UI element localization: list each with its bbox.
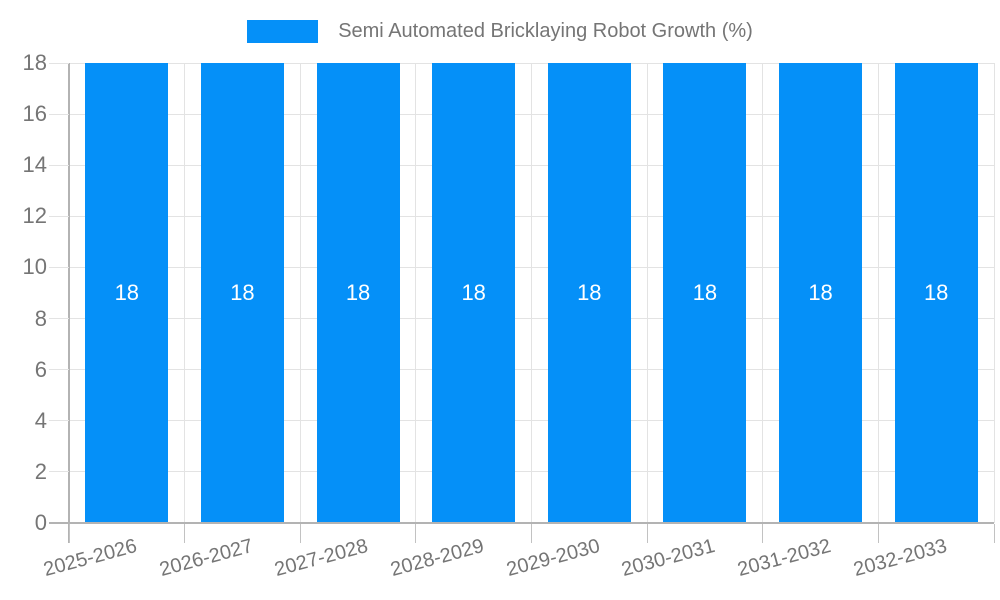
x-tick-mark [531, 524, 532, 543]
x-tick-mark [993, 524, 995, 543]
bar-2029-2030[interactable]: 18 [547, 63, 631, 523]
bar-2028-2029[interactable]: 18 [432, 63, 516, 523]
x-tick-mark [68, 524, 70, 543]
bar-value-label: 18 [461, 280, 486, 305]
grid-line-vertical [184, 63, 186, 523]
grid-line-vertical [762, 63, 764, 523]
y-tick-mark [49, 266, 69, 268]
y-tick-mark [49, 369, 69, 371]
y-tick-mark [49, 164, 69, 166]
bar-value-label: 18 [808, 280, 833, 305]
y-axis-tick-label: 0 [34, 510, 47, 535]
legend-label: Semi Automated Bricklaying Robot Growth … [338, 20, 753, 42]
y-tick-mark [49, 113, 69, 115]
x-tick-mark [299, 524, 301, 543]
grid-line-vertical [646, 63, 648, 523]
x-axis-category-label: 2027-2028 [272, 535, 371, 582]
grid-line-vertical [993, 63, 995, 523]
y-tick-mark [49, 215, 69, 217]
bar-2025-2026[interactable]: 18 [85, 63, 169, 523]
grid-line-vertical [877, 63, 879, 523]
grid-line-vertical [415, 63, 417, 523]
y-axis-tick-label: 8 [34, 305, 47, 331]
y-axis-tick-label: 2 [34, 458, 47, 484]
y-tick-mark [49, 62, 69, 64]
bar-value-label: 18 [577, 280, 602, 305]
x-axis-category-label: 2028-2029 [388, 535, 487, 582]
bar-2026-2027[interactable]: 18 [200, 63, 284, 523]
x-tick-mark [415, 524, 417, 543]
x-axis-category-label: 2025-2026 [41, 535, 140, 582]
bar-value-label: 18 [345, 280, 371, 305]
bar-2032-2033[interactable]: 18 [894, 63, 978, 523]
x-tick-mark [762, 524, 764, 543]
bar-2030-2031[interactable]: 18 [663, 63, 747, 523]
x-axis-category-label: 2029-2030 [503, 535, 603, 582]
plot-area: 18 18 18 18 18 18 18 18 [69, 62, 995, 523]
legend-swatch-icon [247, 20, 319, 43]
y-tick-mark [49, 318, 69, 320]
y-axis-tick-label: 10 [22, 254, 47, 280]
bar-value-label: 18 [230, 280, 255, 305]
x-axis-category-label: 2032-2033 [850, 535, 949, 582]
x-axis-line [49, 522, 994, 524]
grid-line-vertical [531, 63, 532, 523]
y-tick-mark [49, 471, 69, 473]
grid-line-vertical [299, 63, 301, 523]
bar-value-label: 18 [114, 280, 140, 305]
y-axis-tick-label: 12 [22, 203, 47, 229]
bar-value-label: 18 [923, 280, 949, 305]
chart-legend[interactable]: Semi Automated Bricklaying Robot Growth … [0, 20, 1000, 43]
x-axis-category-label: 2031-2032 [735, 535, 834, 582]
y-axis-line [68, 63, 70, 543]
x-tick-mark [646, 524, 648, 543]
bar-value-label: 18 [692, 280, 718, 305]
x-tick-mark [184, 524, 186, 543]
bar-2031-2032[interactable]: 18 [779, 63, 863, 523]
x-tick-mark [877, 524, 879, 543]
y-axis-tick-label: 4 [34, 407, 47, 433]
y-axis-tick-label: 6 [34, 356, 47, 382]
bar-2027-2028[interactable]: 18 [316, 63, 400, 523]
y-axis-tick-label: 16 [22, 101, 47, 127]
y-axis-tick-label: 14 [22, 152, 47, 178]
y-tick-mark [49, 420, 69, 422]
x-axis-category-label: 2026-2027 [157, 535, 256, 582]
y-axis-tick-label: 18 [22, 50, 47, 75]
x-axis-category-label: 2030-2031 [619, 535, 718, 582]
